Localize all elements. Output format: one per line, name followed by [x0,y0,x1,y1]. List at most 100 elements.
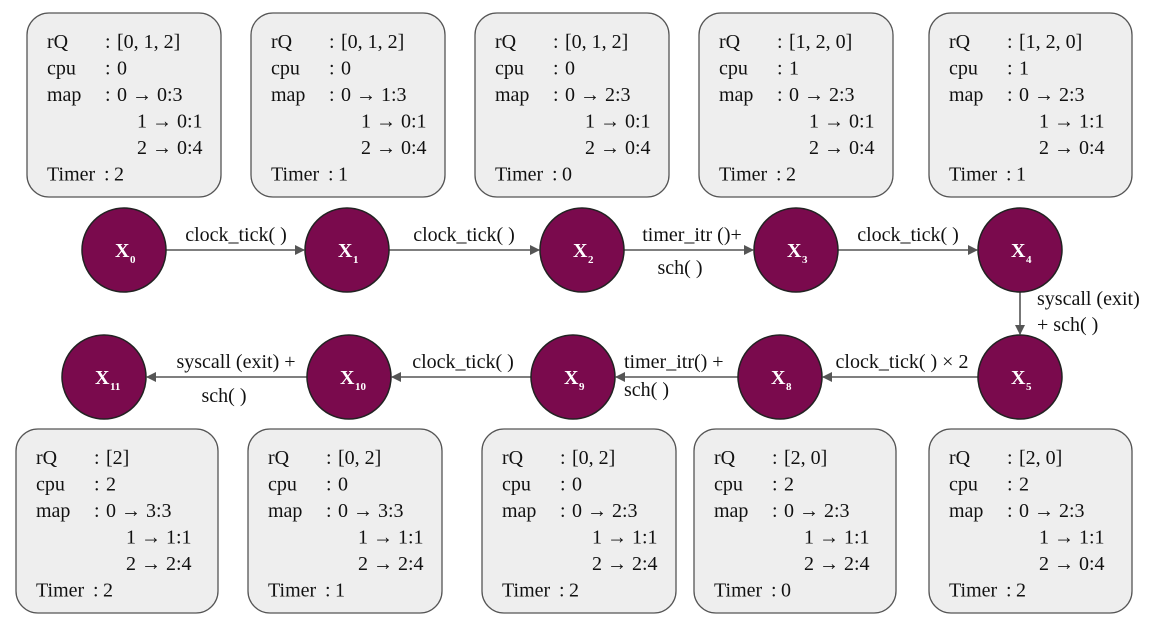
timer-value: 2 [103,580,113,602]
map-label: map [719,84,753,106]
timer-label: Timer [36,580,85,602]
timer-separator: : [771,580,777,602]
map-entry: 0 → 3:3 [106,500,172,522]
transition-label: clock_tick( ) [412,351,514,373]
cpu-separator: : [560,474,566,496]
info-box-frame [15,428,219,614]
cpu-value: 0 [572,474,582,496]
map-label: map [949,500,983,522]
state-node-name: X [573,240,588,262]
info-box-frame [698,12,894,198]
timer-separator: : [328,164,334,186]
map-entry: 0 → 2:3 [784,500,850,522]
cpu-label: cpu [268,474,297,496]
rq-value: [1, 2, 0] [789,31,852,53]
map-entry: 2 → 0:4 [1039,137,1105,159]
transition-label: timer_itr ()+ [642,224,742,246]
cpu-label: cpu [495,58,524,80]
timer-value: 1 [1016,164,1026,186]
map-entry: 0 → 2:3 [1019,84,1085,106]
map-entry: 1 → 1:1 [592,527,658,549]
state-node-subscript: 1 [353,254,359,266]
cpu-value: 1 [1019,58,1029,80]
map-entry: 2 → 0:4 [585,137,651,159]
map-separator: : [326,500,332,522]
timer-separator: : [559,580,565,602]
rq-label: rQ [495,31,517,53]
state-node-subscript: 11 [110,381,120,393]
map-entry: 2 → 2:4 [126,553,192,575]
cpu-label: cpu [502,474,531,496]
timer-separator: : [104,164,110,186]
cpu-label: cpu [949,58,978,80]
timer-label: Timer [271,164,320,186]
map-label: map [949,84,983,106]
rq-value: [2, 0] [1019,447,1062,469]
timer-separator: : [776,164,782,186]
state-node-name: X [787,240,802,262]
cpu-value: 2 [1019,474,1029,496]
rq-label: rQ [714,447,736,469]
cpu-separator: : [1007,474,1013,496]
map-separator: : [105,84,111,106]
timer-label: Timer [47,164,96,186]
cpu-label: cpu [714,474,743,496]
map-label: map [36,500,70,522]
rq-label: rQ [949,447,971,469]
rq-value: [0, 2] [338,447,381,469]
map-entry: 0 → 2:3 [789,84,855,106]
timer-label: Timer [268,580,317,602]
cpu-separator: : [1007,58,1013,80]
map-label: map [271,84,305,106]
state-node-circle [737,334,823,420]
map-separator: : [553,84,559,106]
map-entry: 0 → 2:3 [1019,500,1085,522]
timer-value: 2 [1016,580,1026,602]
cpu-label: cpu [271,58,300,80]
timer-value: 1 [335,580,345,602]
map-entry: 0 → 1:3 [341,84,407,106]
info-box-frame [928,12,1133,198]
map-entry: 1 → 1:1 [358,527,424,549]
transition-label: syscall (exit) + [176,351,295,373]
map-entry: 0 → 0:3 [117,84,183,106]
state-node-name: X [338,240,353,262]
state-node-circle [753,207,839,293]
info-box-frame [928,428,1133,614]
map-entry: 1 → 0:1 [809,111,875,133]
cpu-value: 1 [789,58,799,80]
map-label: map [502,500,536,522]
rq-separator: : [1007,447,1013,469]
timer-separator: : [1006,580,1012,602]
rq-value: [2] [106,447,129,469]
rq-separator: : [772,447,778,469]
cpu-separator: : [105,58,111,80]
map-entry: 1 → 1:1 [1039,111,1105,133]
timer-separator: : [552,164,558,186]
map-entry: 2 → 0:4 [137,137,203,159]
state-node-name: X [1011,367,1026,389]
cpu-value: 0 [341,58,351,80]
timer-label: Timer [714,580,763,602]
state-node-circle [61,334,147,420]
state-node-circle [304,207,390,293]
transition-label: syscall (exit) [1037,288,1140,310]
rq-separator: : [326,447,332,469]
rq-separator: : [1007,31,1013,53]
map-separator: : [777,84,783,106]
rq-separator: : [94,447,100,469]
state-node-name: X [564,367,579,389]
rq-separator: : [553,31,559,53]
map-entry: 2 → 2:4 [358,553,424,575]
timer-label: Timer [495,164,544,186]
state-node-circle [81,207,167,293]
cpu-separator: : [94,474,100,496]
state-node-circle [977,207,1063,293]
